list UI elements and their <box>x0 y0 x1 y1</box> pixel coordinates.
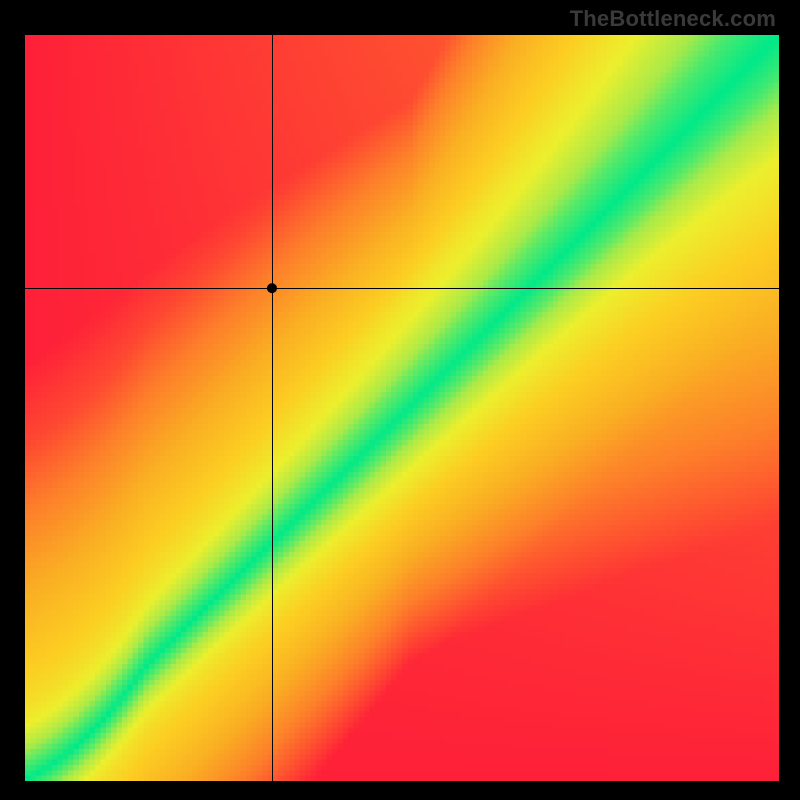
crosshair-overlay <box>24 34 780 782</box>
watermark-text: TheBottleneck.com <box>570 6 776 32</box>
chart-container: TheBottleneck.com <box>0 0 800 800</box>
